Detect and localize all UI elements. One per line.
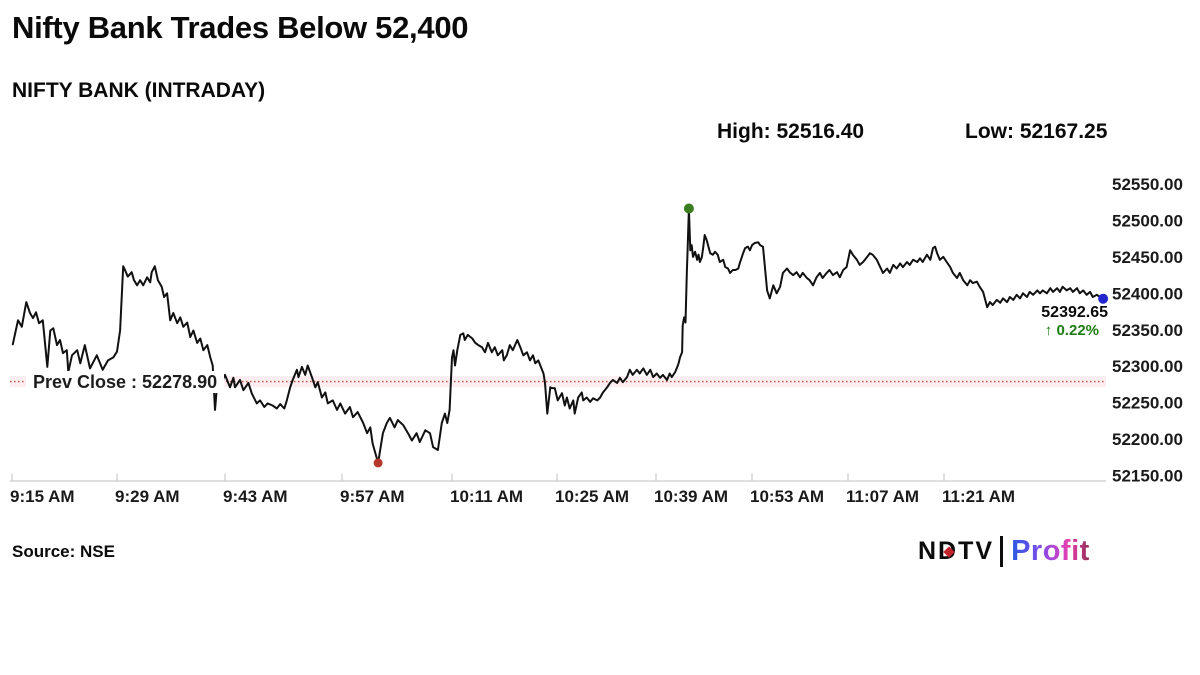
x-tick-label: 9:15 AM (10, 487, 75, 506)
y-tick-label: 52300.00 (1112, 357, 1183, 376)
day-high-label: High: 52516.40 (717, 120, 865, 143)
y-tick-label: 52500.00 (1112, 211, 1183, 230)
x-tick-label: 11:21 AM (942, 487, 1015, 506)
x-tick-label: 10:39 AM (654, 487, 728, 506)
y-tick-label: 52150.00 (1112, 467, 1183, 486)
y-tick-label: 52550.00 (1112, 175, 1183, 194)
high-marker (683, 203, 694, 214)
ndtv-logo-letters: NDTV (918, 536, 995, 565)
x-tick-label: 10:53 AM (750, 487, 824, 506)
y-tick-label: 52250.00 (1112, 394, 1183, 413)
x-tick-label: 9:57 AM (340, 487, 405, 506)
x-tick-label: 9:43 AM (223, 487, 288, 506)
day-low-label: Low: 52167.25 (965, 120, 1108, 143)
ndtv-profit-logo: NDTV Profit (918, 530, 1090, 572)
change-percent-label: ↑ 0.22% (1044, 321, 1099, 339)
y-tick-label: 52200.00 (1112, 430, 1183, 449)
ndtv-logo-text: NDTV (918, 537, 994, 566)
y-tick-label: 52350.00 (1112, 321, 1183, 340)
price-line (11, 207, 1105, 464)
chart-title: NIFTY BANK (INTRADAY) (12, 79, 266, 102)
x-tick-label: 9:29 AM (115, 487, 180, 506)
profit-logo-text: Profit (1011, 534, 1090, 567)
last-price-marker (1098, 293, 1109, 304)
x-tick-label: 10:11 AM (450, 487, 523, 506)
page-title: Nifty Bank Trades Below 52,400 (12, 10, 469, 45)
low-marker (373, 458, 383, 468)
prev-close-label: Prev Close : 52278.90 (26, 370, 225, 393)
last-price-label: 52392.65 (1041, 303, 1108, 321)
y-tick-label: 52400.00 (1112, 284, 1183, 303)
x-tick-label: 11:07 AM (846, 487, 919, 506)
source-label: Source: NSE (12, 542, 115, 561)
y-tick-label: 52450.00 (1112, 248, 1183, 267)
logo-separator-bar (1000, 535, 1004, 567)
x-tick-label: 10:25 AM (555, 487, 629, 506)
